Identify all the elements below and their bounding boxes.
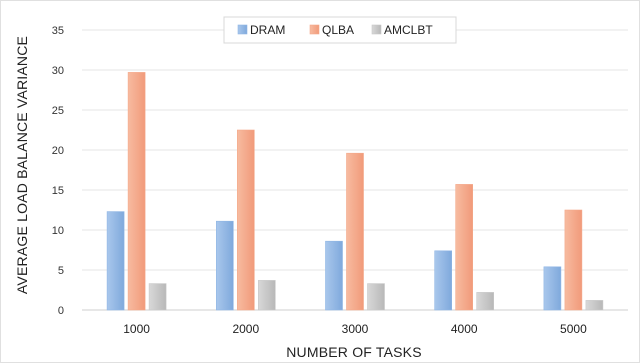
y-axis-title: AVERAGE LOAD BALANCE VARIANCE <box>14 36 30 294</box>
bar-dram-3000 <box>325 240 343 311</box>
bar-dram-5000 <box>543 266 562 311</box>
y-tick-label: 5 <box>58 265 64 277</box>
bar-dram-1000 <box>106 211 125 311</box>
legend: DRAM QLBA AMCLBT <box>223 16 457 44</box>
x-tick-label: 4000 <box>451 322 478 336</box>
y-tick-label: 35 <box>52 25 64 37</box>
legend-swatch-amclbt <box>371 24 382 35</box>
bar-amclbt-3000 <box>367 283 385 311</box>
bar-dram-4000 <box>434 250 453 311</box>
legend-swatch-qlba <box>309 24 320 35</box>
bar-qlba-4000 <box>455 184 474 311</box>
x-tick-label: 5000 <box>560 322 587 336</box>
y-tick-label: 15 <box>52 185 64 197</box>
x-axis-title: NUMBER OF TASKS <box>286 344 422 360</box>
y-tick-label: 10 <box>52 225 64 237</box>
bar-amclbt-4000 <box>476 292 495 311</box>
legend-label-dram: DRAM <box>250 23 285 37</box>
x-tick-label: 1000 <box>123 322 150 336</box>
y-tick-label: 30 <box>52 65 64 77</box>
bars <box>106 72 604 311</box>
bar-qlba-2000 <box>237 129 255 311</box>
legend-swatch-dram <box>237 24 248 35</box>
x-axis-ticks: 1000 2000 3000 4000 5000 <box>123 322 587 336</box>
y-tick-label: 20 <box>52 145 64 157</box>
bar-qlba-3000 <box>346 152 364 311</box>
y-tick-label: 0 <box>58 305 64 317</box>
legend-label-amclbt: AMCLBT <box>384 23 433 37</box>
legend-label-qlba: QLBA <box>322 23 354 37</box>
y-axis-ticks: 0 5 10 15 20 25 30 35 <box>52 25 64 317</box>
x-tick-label: 2000 <box>232 322 259 336</box>
x-tick-label: 3000 <box>342 322 369 336</box>
bar-amclbt-5000 <box>585 300 604 311</box>
bar-amclbt-2000 <box>257 280 276 311</box>
bar-qlba-5000 <box>564 209 583 311</box>
bar-dram-2000 <box>216 220 234 311</box>
bar-amclbt-1000 <box>148 283 167 311</box>
bar-qlba-1000 <box>127 72 146 311</box>
legend-box <box>223 16 457 44</box>
y-tick-label: 25 <box>52 105 64 117</box>
gridlines <box>82 29 628 311</box>
